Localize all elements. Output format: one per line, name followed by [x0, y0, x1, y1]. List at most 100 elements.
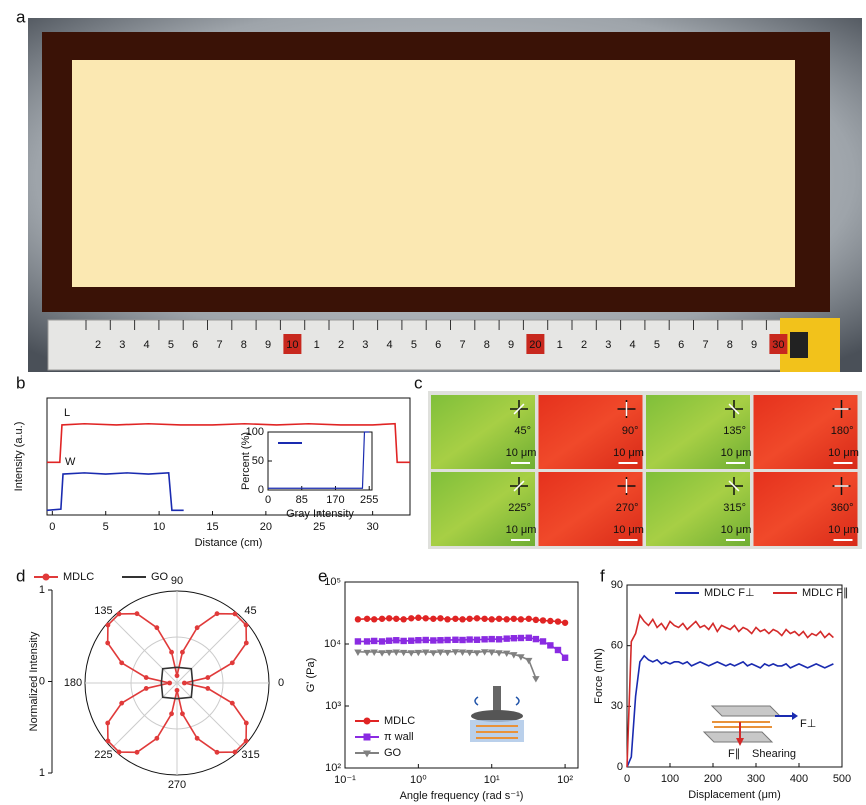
x-tick-label: 25: [313, 521, 325, 533]
marker: [532, 676, 540, 683]
marker: [429, 650, 438, 657]
marker: [205, 686, 211, 691]
marker: [488, 616, 495, 623]
marker: [205, 675, 211, 680]
marker: [503, 635, 510, 642]
marker: [180, 649, 185, 655]
marker: [481, 615, 488, 622]
micrograph: [431, 472, 535, 546]
marker: [495, 615, 503, 622]
angle-label: 135: [94, 605, 112, 617]
x-tick-label: 5: [103, 521, 109, 533]
panel-label: a: [16, 7, 26, 26]
ruler-label: 1: [314, 339, 320, 351]
ruler-label: 10: [286, 339, 298, 351]
marker: [495, 650, 503, 657]
marker: [378, 615, 386, 622]
marker: [408, 615, 415, 622]
panel-label: b: [16, 373, 25, 392]
marker: [408, 637, 415, 644]
tape-case: [780, 318, 840, 372]
ruler-label: 30: [772, 339, 784, 351]
marker: [532, 616, 540, 624]
scale-bar-label: 10 μm: [828, 524, 859, 536]
marker: [363, 638, 371, 645]
marker: [422, 649, 430, 656]
tape-clip: [790, 332, 808, 358]
ruler-label: 7: [459, 339, 465, 351]
marker: [525, 634, 532, 641]
ruler-label: 2: [95, 339, 101, 351]
marker: [399, 649, 408, 657]
ruler-label: 3: [605, 339, 611, 351]
marker: [510, 652, 518, 659]
y-tick-label: 1: [39, 767, 45, 779]
marker: [488, 649, 496, 656]
marker: [232, 749, 238, 755]
y-tick-label: 10⁴: [324, 638, 341, 650]
angle-label: 180: [64, 677, 82, 689]
marker: [105, 720, 111, 726]
y-tick-label: 10²: [325, 762, 341, 774]
x-tick-label: 170: [326, 494, 344, 506]
marker: [561, 619, 569, 626]
marker: [214, 749, 220, 755]
angle-label: 315°: [723, 502, 746, 514]
marker: [473, 636, 481, 643]
scale-bar-label: 10 μm: [828, 447, 859, 459]
marker: [385, 615, 393, 622]
shearing-illustration: [702, 705, 798, 746]
film: [72, 60, 795, 287]
marker: [539, 638, 547, 645]
marker: [214, 611, 220, 617]
x-tick-label: 0: [265, 494, 271, 506]
marker: [105, 622, 111, 628]
marker: [444, 636, 451, 644]
x-tick-label: 255: [360, 494, 378, 506]
marker: [392, 649, 400, 656]
marker: [181, 680, 187, 686]
marker: [363, 733, 371, 741]
legend-label: MDLC F⊥: [704, 587, 755, 599]
x-tick-label: 0: [624, 773, 630, 785]
marker: [414, 649, 423, 657]
x-axis-title: Displacement (μm): [688, 789, 781, 801]
ruler-label: 7: [702, 339, 708, 351]
series-label: W: [65, 456, 76, 468]
x-tick-label: 10⁻¹: [334, 774, 356, 786]
marker: [385, 649, 393, 657]
ruler-label: 6: [678, 339, 684, 351]
marker: [154, 735, 160, 741]
marker: [363, 615, 371, 622]
angle-grid: [176, 682, 243, 749]
marker: [517, 634, 525, 642]
marker: [180, 711, 185, 717]
angle-label: 0: [278, 677, 284, 689]
marker: [354, 616, 362, 623]
y-tick-label: 90: [611, 579, 623, 591]
series-line: [46, 472, 184, 512]
ruler-label: 3: [362, 339, 368, 351]
y-axis-title: Force (mN): [593, 648, 605, 704]
ruler-label: 5: [654, 339, 660, 351]
marker: [452, 615, 459, 622]
marker: [167, 680, 173, 686]
ruler: [47, 319, 819, 371]
marker: [480, 649, 489, 656]
ruler-label: 3: [119, 339, 125, 351]
marker: [229, 700, 235, 706]
angle-label: 360°: [831, 502, 854, 514]
marker: [554, 618, 562, 625]
micrograph: [431, 395, 535, 469]
marker: [243, 720, 249, 726]
scale-bar-label: 10 μm: [721, 524, 752, 536]
marker: [451, 649, 460, 656]
y-tick-label: 1: [39, 584, 45, 596]
series-line: [268, 431, 370, 489]
micrograph: [753, 395, 858, 469]
ruler-label: 2: [581, 339, 587, 351]
y-tick-label: 0: [258, 484, 264, 496]
x-axis-title: Gray Intensity: [286, 508, 354, 520]
x-tick-label: 10⁰: [410, 774, 427, 786]
